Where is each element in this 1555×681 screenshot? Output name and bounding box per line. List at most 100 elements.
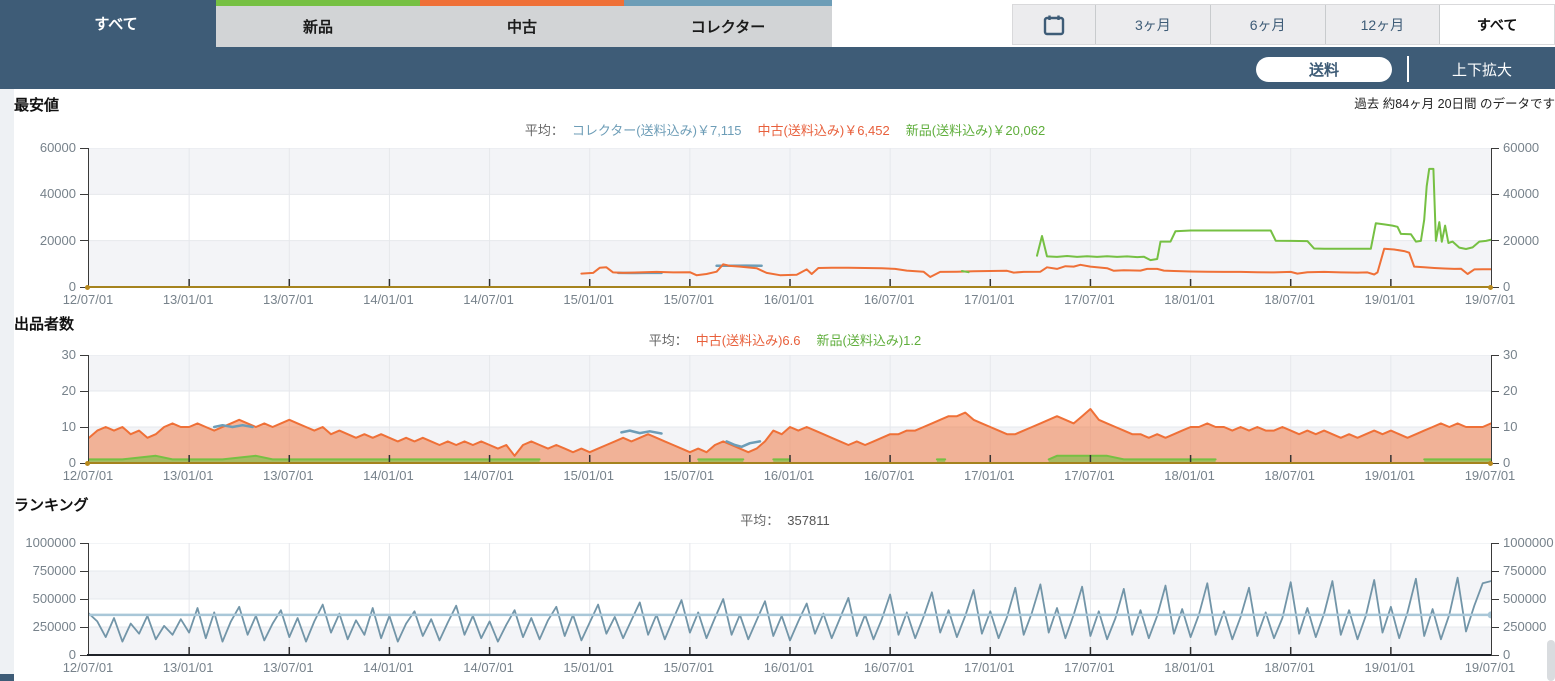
legend-prefix: 平均： <box>740 513 780 528</box>
y-axis-tick <box>1491 193 1499 195</box>
y-axis-label-left: 250000 <box>32 619 76 634</box>
x-axis-label: 19/07/01 <box>1464 468 1516 483</box>
y-axis-tick <box>80 598 88 600</box>
x-axis-label: 14/07/01 <box>463 468 514 483</box>
x-axis-label: 18/01/01 <box>1164 292 1215 307</box>
ranking-plot[interactable] <box>87 542 1495 655</box>
period-option-12ヶ月[interactable]: 12ヶ月 <box>1324 5 1440 44</box>
y-axis-label-right: 0 <box>1503 455 1511 470</box>
chart-title-seller-count: 出品者数 <box>14 316 75 333</box>
x-axis-label: 19/01/01 <box>1364 292 1416 307</box>
chart-canvas <box>87 542 1495 655</box>
x-axis-label: 17/01/01 <box>963 292 1015 307</box>
x-axis-label: 12/07/01 <box>62 468 114 483</box>
legend-item: 357811 <box>787 513 830 528</box>
tab-new[interactable]: 新品 <box>216 0 420 47</box>
y-axis-tick <box>80 240 88 242</box>
y-axis-tick <box>80 542 88 544</box>
tab-used[interactable]: 中古 <box>420 0 624 47</box>
y-axis-tick <box>1491 542 1499 544</box>
y-axis-label-left: 60000 <box>39 140 76 155</box>
x-axis-label: 13/01/01 <box>162 660 214 675</box>
y-axis-tick <box>1491 286 1499 288</box>
tab-new-label: 新品 <box>302 19 333 36</box>
x-axis-label: 12/07/01 <box>62 660 114 675</box>
chart-canvas <box>89 147 1492 287</box>
period-selector: 3ヶ月 6ヶ月 12ヶ月 すべて <box>1012 4 1555 45</box>
y-axis-label-left: 0 <box>68 279 76 294</box>
chart-legend-lowest-price: 平均： コレクター(送料込み)￥7,115 中古(送料込み)￥6,452 新品(送料込… <box>88 120 1490 139</box>
x-axis-label: 16/01/01 <box>763 468 815 483</box>
tab-all[interactable]: すべて <box>16 0 216 47</box>
y-axis-label-right: 0 <box>1503 279 1511 294</box>
y-axis-tick <box>80 354 88 356</box>
x-axis-label: 17/01/01 <box>963 468 1015 483</box>
calendar-button[interactable] <box>1013 5 1095 44</box>
x-axis-label: 16/01/01 <box>763 292 815 307</box>
x-axis-label: 19/01/01 <box>1364 660 1416 675</box>
x-axis-label: 17/01/01 <box>963 660 1015 675</box>
y-axis-label-right: 30 <box>1503 347 1518 362</box>
y-axis-tick <box>80 193 88 195</box>
period-option-3ヶ月[interactable]: 3ヶ月 <box>1095 5 1210 44</box>
y-axis-label-left: 40000 <box>39 186 76 202</box>
legend-item: 中古(送料込み)￥6,452 <box>757 123 890 138</box>
y-axis-label-left: 0 <box>68 647 76 662</box>
chart-legend-seller-count: 平均： 中古(送料込み)6.6 新品(送料込み)1.2 <box>88 330 1490 349</box>
y-axis-label-right: 10 <box>1503 419 1518 434</box>
bottom-left-fragment <box>0 674 14 681</box>
x-axis-label: 13/07/01 <box>262 468 314 483</box>
seller-count-plot[interactable] <box>88 354 1492 463</box>
y-axis-tick <box>1491 570 1499 572</box>
axis-endpoint-dot <box>1488 460 1493 466</box>
lowest-price-plot[interactable] <box>88 147 1492 287</box>
x-axis-label: 17/07/01 <box>1064 468 1115 483</box>
tab-used-label: 中古 <box>506 19 537 36</box>
x-axis-label: 18/07/01 <box>1264 292 1315 307</box>
period-option-すべて[interactable]: すべて <box>1439 5 1554 44</box>
chart-legend-ranking: 平均： 357811 <box>88 510 1490 529</box>
scrollbar-fragment[interactable] <box>1547 640 1555 681</box>
y-axis-tick <box>1491 462 1499 464</box>
y-axis-label-right: 20000 <box>1503 232 1540 248</box>
x-axis-label: 14/01/01 <box>363 468 414 483</box>
legend-prefix: 平均： <box>524 123 564 138</box>
y-axis-tick <box>80 390 88 392</box>
x-axis-label: 14/07/01 <box>463 660 514 675</box>
y-axis-label-right: 500000 <box>1503 591 1547 606</box>
x-axis-label: 17/07/01 <box>1064 292 1115 307</box>
axis-endpoint-dot <box>85 460 90 466</box>
y-axis-tick <box>80 286 88 288</box>
x-axis-label: 16/07/01 <box>863 292 915 307</box>
y-axis-tick <box>1491 654 1499 656</box>
legend-item: 新品(送料込み)1.2 <box>816 333 922 348</box>
tab-collector-label: コレクター <box>690 19 766 36</box>
y-axis-tick <box>80 626 88 628</box>
chart-title-lowest-price: 最安値 <box>14 97 60 114</box>
y-axis-tick <box>80 570 88 572</box>
toolbar-divider <box>1407 56 1409 82</box>
vertical-expand-button[interactable]: 上下拡大 <box>1414 57 1550 82</box>
legend-prefix: 平均： <box>648 333 688 348</box>
shipping-toggle-button[interactable]: 送料 <box>1256 57 1392 82</box>
axis-endpoint-dot <box>1488 284 1493 290</box>
y-axis-label-left: 10 <box>61 419 76 434</box>
x-axis-label: 13/01/01 <box>162 292 214 307</box>
x-axis-line <box>87 654 1491 656</box>
period-option-6ヶ月[interactable]: 6ヶ月 <box>1209 5 1325 44</box>
y-axis-label-left: 500000 <box>32 591 76 606</box>
y-axis-tick <box>1491 426 1499 428</box>
x-axis-label: 19/01/01 <box>1364 468 1416 483</box>
chart-title-ranking: ランキング <box>14 497 89 514</box>
y-axis-tick <box>80 426 88 428</box>
y-axis-label-left: 20000 <box>39 232 76 248</box>
y-axis-tick <box>1491 240 1499 242</box>
y-axis-label-right: 0 <box>1503 647 1511 662</box>
x-axis-label: 15/01/01 <box>563 468 614 483</box>
legend-item: コレクター(送料込み)￥7,115 <box>571 123 742 138</box>
y-axis-tick <box>1491 626 1499 628</box>
tab-collector[interactable]: コレクター <box>624 0 832 47</box>
x-axis-label: 13/07/01 <box>262 660 314 675</box>
tab-all-label: すべて <box>94 16 138 33</box>
y-axis-tick <box>80 462 88 464</box>
